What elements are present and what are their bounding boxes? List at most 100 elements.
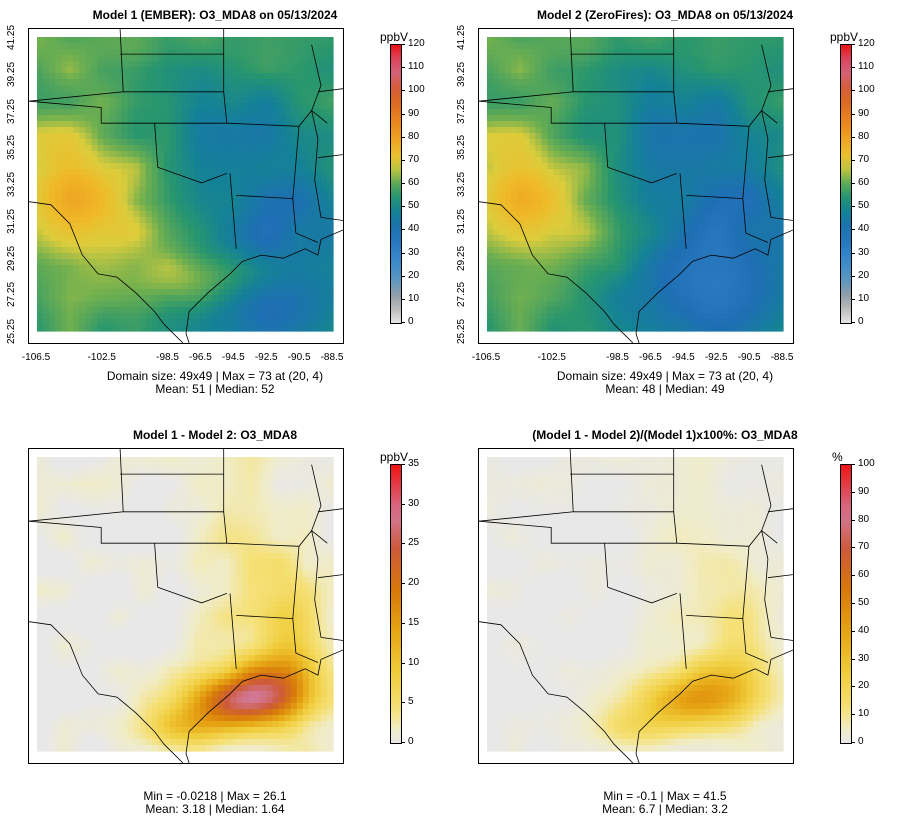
grid-cell [601,223,609,230]
grid-cell [656,85,663,92]
grid-cell [692,289,700,296]
grid-cell [565,283,573,290]
grid-cell [73,283,80,290]
grid-cell [716,205,724,212]
grid-cell [740,115,748,122]
grid-cell [565,247,573,254]
colorbar-tick-label: 80 [408,130,420,142]
grid-cell [559,67,567,74]
grid-cell [236,169,243,176]
grid-cell [553,187,561,194]
grid-cell [151,139,159,146]
grid-cell [37,283,44,290]
grid-cell [127,247,135,254]
grid-cell [61,223,68,230]
grid-cell [728,109,736,116]
grid-cell [553,73,561,80]
x-tick-label: -102.5 [87,352,116,363]
grid-cell [163,49,171,56]
grid-cell [326,289,334,296]
grid-cell [619,187,627,194]
grid-cell [601,61,609,68]
grid-cell [722,175,730,182]
grid-cell [529,199,536,206]
grid-cell [61,175,68,182]
grid-cell [565,79,573,86]
grid-cell [625,217,633,224]
grid-cell [127,91,135,98]
grid-cell [674,97,681,104]
grid-cell [710,145,718,152]
grid-cell [668,247,675,254]
grid-cell [43,289,50,296]
grid-cell [589,169,597,176]
grid-cell [692,253,700,260]
grid-cell [505,103,512,110]
grid-cell [248,283,256,290]
grid-cell [260,259,268,266]
grid-cell [194,187,201,194]
grid-cell [746,307,754,314]
grid-cell [764,271,772,278]
grid-cell [200,199,207,206]
grid-cell [619,235,627,242]
grid-cell [97,283,105,290]
grid-cell [535,91,542,98]
grid-cell [79,259,86,266]
grid-cell [511,139,518,146]
grid-cell [716,241,724,248]
grid-cell [115,187,123,194]
grid-cell [650,235,657,242]
grid-cell [674,61,681,68]
grid-cell [302,115,310,122]
grid-cell [746,325,754,332]
grid-cell [710,85,718,92]
grid-cell [121,277,129,284]
grid-cell [230,205,237,212]
grid-cell [254,169,262,176]
grid-cell [248,253,256,260]
grid-cell [308,241,316,248]
grid-cell [206,259,213,266]
grid-cell [686,265,693,272]
grid-cell [49,217,56,224]
grid-cell [163,169,171,176]
grid-cell [284,49,292,56]
grid-cell [607,91,615,98]
grid-cell [583,211,591,218]
grid-cell [752,223,760,230]
grid-cell [206,187,213,194]
grid-cell [674,247,681,254]
grid-cell [722,49,730,56]
grid-cell [577,259,585,266]
grid-cell [224,271,231,278]
colorbar-tick-label: 80 [858,130,870,142]
grid-cell [589,91,597,98]
grid-cell [499,205,506,212]
grid-cell [493,187,500,194]
grid-cell [505,181,512,188]
grid-cell [625,55,633,62]
grid-cell [91,157,99,164]
grid-cell [716,121,724,128]
grid-cell [230,91,237,98]
grid-cell [523,295,530,302]
grid-cell [181,85,189,92]
grid-cell [662,49,669,56]
grid-cell [290,271,298,278]
grid-cell [314,265,322,272]
grid-cell [758,277,766,284]
grid-cell [55,211,62,218]
grid-cell [302,193,310,200]
grid-cell [728,181,736,188]
grid-cell [553,271,561,278]
grid-cell [157,277,165,284]
grid-cell [535,169,542,176]
grid-cell [284,271,292,278]
grid-cell [752,205,760,212]
grid-cell [752,313,760,320]
grid-cell [43,115,50,122]
grid-cell [752,115,760,122]
grid-cell [218,247,225,254]
grid-cell [139,325,147,332]
